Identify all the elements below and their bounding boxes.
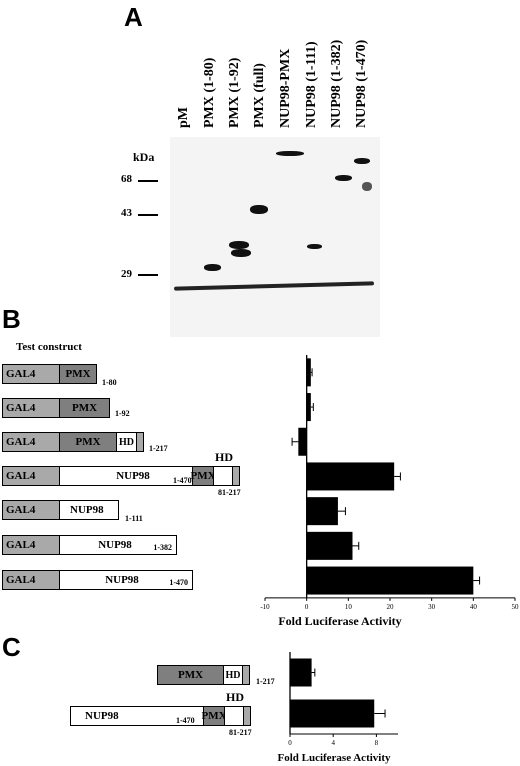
- bar: [306, 358, 311, 387]
- chart-c-xlabel: Fold Luciferase Activity: [277, 752, 391, 764]
- nup98-label: NUP98: [98, 539, 132, 551]
- gal4-domain: GAL4: [2, 398, 60, 418]
- construct-range: 1-217: [256, 677, 275, 686]
- blot-band: [362, 182, 372, 191]
- bar: [306, 531, 353, 560]
- gal4-domain: GAL4: [2, 432, 60, 452]
- blot-band: [250, 205, 268, 214]
- construct-range: 1-382: [153, 543, 172, 552]
- x-tick-label: 8: [375, 739, 379, 747]
- nup98-label: NUP98: [116, 470, 150, 482]
- x-tick-label: 30: [428, 603, 436, 611]
- x-tick-label: 20: [387, 603, 395, 611]
- hd-domain: [224, 706, 244, 726]
- gal4-domain: GAL4: [2, 500, 60, 520]
- x-tick-label: 40: [470, 603, 478, 611]
- hd-label: HD: [226, 690, 244, 704]
- panel-a-letter: A: [124, 2, 143, 32]
- x-tick-label: -10: [260, 603, 270, 611]
- western-blot-image: [170, 137, 380, 337]
- nup98-domain: NUP98 1-382: [59, 535, 177, 555]
- domain-end-cap: [232, 466, 240, 486]
- nup98-domain: NUP98: [70, 706, 204, 726]
- blot-band: [307, 244, 322, 249]
- blot-band: [276, 151, 304, 156]
- blot-band: [204, 264, 221, 271]
- marker-tick: [138, 180, 158, 182]
- domain-end-cap: [243, 706, 251, 726]
- bar: [290, 699, 375, 728]
- kda-label: kDa: [133, 150, 155, 164]
- nup98-domain: NUP98: [59, 466, 193, 486]
- nup98-range: 1-470: [176, 716, 195, 725]
- domain-end-cap: [242, 665, 250, 685]
- construct-range: 81-217: [229, 728, 252, 737]
- bar: [306, 393, 311, 422]
- marker-68: 68: [121, 173, 132, 185]
- hd-label: HD: [215, 450, 233, 464]
- test-construct-title: Test construct: [16, 341, 82, 353]
- nup98-label: NUP98: [85, 710, 119, 722]
- bar: [290, 658, 312, 687]
- blot-band: [335, 175, 352, 181]
- panel-b-letter: B: [2, 304, 21, 334]
- pmx-domain: PMX: [59, 398, 110, 418]
- blot-band: [354, 158, 370, 164]
- x-tick-label: 4: [331, 739, 335, 747]
- construct-range: 1-470: [169, 578, 188, 587]
- pmx-domain: PMX: [157, 665, 224, 685]
- gal4-domain: GAL4: [2, 364, 60, 384]
- gal4-domain: GAL4: [2, 570, 60, 590]
- construct-range: 1-92: [115, 409, 130, 418]
- gal4-domain: GAL4: [2, 535, 60, 555]
- construct-range: 1-217: [149, 444, 168, 453]
- bar: [306, 497, 338, 526]
- x-tick-label: 0: [288, 739, 292, 747]
- chart-b-xlabel: Fold Luciferase Activity: [278, 614, 401, 628]
- construct-range: 81-217: [218, 488, 241, 497]
- panel-c-letter: C: [2, 632, 21, 662]
- nup98-label: NUP98: [105, 574, 139, 586]
- nup98-domain: NUP98: [59, 500, 119, 520]
- bar: [306, 462, 395, 491]
- domain-end-cap: [136, 432, 144, 452]
- marker-tick: [138, 214, 158, 216]
- construct-range: 1-111: [125, 514, 143, 523]
- x-tick-label: 0: [305, 603, 309, 611]
- gal4-domain: GAL4: [2, 466, 60, 486]
- blot-band: [229, 241, 249, 249]
- bar: [306, 566, 474, 595]
- marker-tick: [138, 274, 158, 276]
- nup98-range: 1-470: [173, 476, 192, 485]
- x-tick-label: 10: [345, 603, 353, 611]
- x-tick-label: 50: [512, 603, 520, 611]
- construct-range: 1-80: [102, 378, 117, 387]
- marker-29: 29: [121, 268, 132, 280]
- hd-domain: HD: [223, 665, 243, 685]
- pmx-domain: PMX: [59, 364, 97, 384]
- bar: [298, 427, 307, 456]
- blot-band: [231, 249, 251, 257]
- pmx-domain: PMX: [201, 706, 227, 726]
- marker-43: 43: [121, 207, 132, 219]
- chart-b-marks: -10 0 10 20 30 40 50: [260, 355, 519, 611]
- nup98-domain: NUP98 1-470: [59, 570, 193, 590]
- chart-c-marks: 0 4 8: [288, 652, 398, 747]
